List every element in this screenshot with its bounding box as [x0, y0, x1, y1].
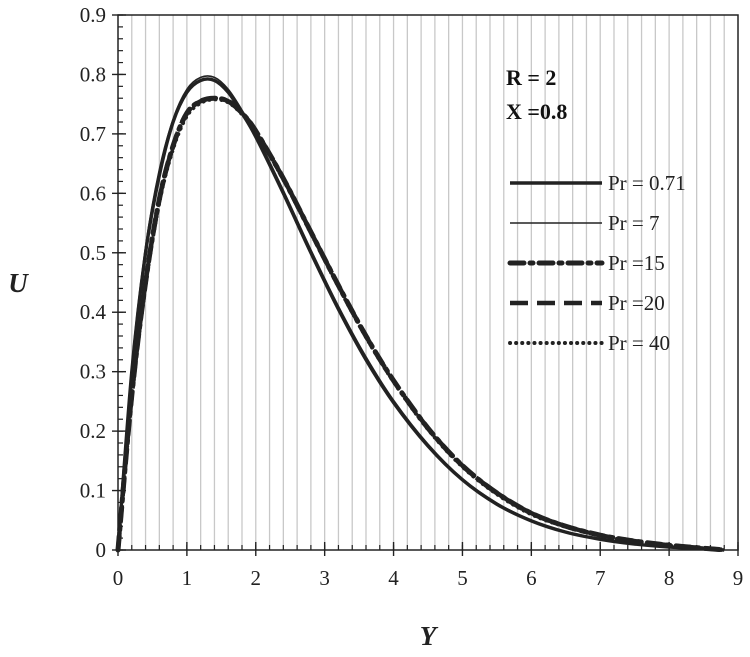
- legend-label: Pr =20: [608, 291, 665, 315]
- axes: [112, 14, 739, 556]
- y-tick-label: 0.6: [80, 181, 106, 205]
- legend-label: Pr = 7: [608, 211, 660, 235]
- x-tick-label: 5: [457, 566, 468, 590]
- legend-label: Pr = 0.71: [608, 171, 686, 195]
- y-tick-label: 0.9: [80, 3, 106, 27]
- x-tick-label: 4: [388, 566, 399, 590]
- y-tick-label: 0.3: [80, 360, 106, 384]
- tick-labels: 0 0.1 0.2 0.3 0.4 0.5 0.6 0.7 0.8 0.9 0 1 2 3 4 5 6 7 8 9: [80, 3, 744, 590]
- x-tick-label: 2: [251, 566, 262, 590]
- y-tick-label: 0.4: [80, 300, 107, 324]
- x-tick-label: 3: [319, 566, 330, 590]
- x-tick-label: 6: [526, 566, 537, 590]
- legend: Pr = 0.71 Pr = 7 Pr =15 Pr =20 Pr = 40: [507, 171, 686, 355]
- x-tick-label: 9: [733, 566, 744, 590]
- series-line-2: [117, 75, 725, 551]
- x-tick-label: 0: [113, 566, 124, 590]
- y-tick-label: 0.2: [80, 419, 106, 443]
- annotation-x: X =0.8: [506, 99, 567, 124]
- legend-label: Pr =15: [608, 251, 665, 275]
- y-tick-label: 0.1: [80, 479, 106, 503]
- x-tick-label: 8: [664, 566, 675, 590]
- x-tick-label: 7: [595, 566, 606, 590]
- series-lines: [115, 75, 727, 553]
- legend-label: Pr = 40: [608, 331, 670, 355]
- y-tick-label: 0.7: [80, 122, 106, 146]
- grid-lines: [131, 15, 725, 550]
- x-tick-label: 1: [182, 566, 193, 590]
- x-axis-title: Y: [420, 621, 439, 651]
- series-line-5: [116, 97, 727, 552]
- plot-frame: [117, 14, 739, 551]
- y-tick-label: 0.8: [80, 62, 106, 86]
- y-tick-label: 0: [96, 538, 107, 562]
- y-tick-label: 0.5: [80, 241, 106, 265]
- y-axis-title: U: [8, 268, 29, 298]
- annotation-r: R = 2: [506, 65, 556, 90]
